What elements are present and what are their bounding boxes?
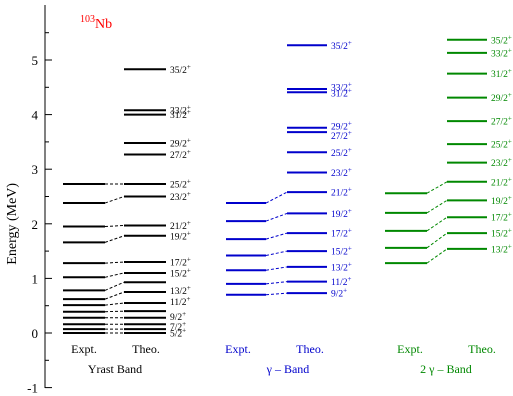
spin-label: 25/2+ (331, 146, 352, 159)
spin-label: 11/2+ (331, 275, 352, 288)
spin-label: 19/2+ (331, 207, 352, 220)
spin-label: 21/2+ (331, 186, 352, 199)
level-connector (104, 196, 125, 204)
spin-label: 33/2+ (331, 80, 352, 93)
level-connector (104, 261, 125, 264)
level-connector (265, 191, 288, 204)
y-tick-label: 2 (32, 217, 39, 232)
twogamma-expt-label: Expt. (397, 342, 423, 356)
spin-label: 35/2+ (170, 63, 191, 76)
spin-label: 33/2+ (491, 46, 512, 59)
level-connector (104, 291, 125, 300)
twogamma-band-label: 2 γ – Band (420, 362, 472, 376)
spin-label: 19/2+ (491, 194, 512, 207)
level-connector (104, 272, 125, 278)
spin-label: 17/2+ (491, 211, 512, 224)
spin-label: 21/2+ (491, 175, 512, 188)
level-connector (265, 232, 288, 240)
spin-label: 35/2+ (491, 33, 512, 46)
yrast-expt-label: Expt. (71, 342, 97, 356)
spin-label: 29/2+ (491, 91, 512, 104)
spin-label: 27/2+ (491, 115, 512, 128)
nucleus-mass: 103 (80, 14, 95, 25)
nucleus-symbol: Nb (95, 17, 112, 32)
level-connector (426, 181, 448, 194)
y-axis: -1 0 1 2 3 4 5 Energy (MeV) (5, 5, 52, 396)
y-tick-label: 0 (32, 326, 39, 341)
level-connector (426, 199, 448, 214)
spin-label: 23/2+ (170, 190, 191, 203)
column-labels: Expt. Theo. Yrast Band Expt. Theo. γ – B… (71, 342, 496, 376)
gamma-theo-label: Theo. (296, 342, 324, 356)
spin-label: 9/2+ (170, 310, 186, 323)
spin-label: 15/2+ (491, 227, 512, 240)
y-tick-label: -1 (27, 381, 38, 396)
level-connector (426, 216, 448, 232)
spin-label: 27/2+ (170, 148, 191, 161)
y-axis-label: Energy (MeV) (5, 183, 20, 265)
spin-label: 21/2+ (170, 219, 191, 232)
spin-label: 25/2+ (170, 177, 191, 190)
level-connector (104, 224, 125, 228)
yrast-band: 5/2+7/2+9/2+ 11/2+13/2+ 15/2+17/2+ 19/2+21/… (63, 63, 191, 340)
level-connector (265, 281, 288, 285)
spin-label: 31/2+ (491, 67, 512, 80)
yrast-theo-label: Theo. (132, 342, 160, 356)
spin-label: 9/2+ (331, 287, 347, 300)
twogamma-theo-label: Theo. (468, 342, 496, 356)
gamma-band: 9/2+11/2+ 13/2+ 15/2+ 17/2+ 19/2+ 21/2+ 23/2+ 2… (226, 39, 352, 300)
spin-label: 13/2+ (331, 260, 352, 273)
gamma-band-label: γ – Band (266, 362, 310, 376)
spin-label: 27/2+ (331, 129, 352, 142)
level-connector (104, 310, 125, 313)
y-tick-label: 5 (32, 53, 39, 68)
spin-label: 13/2+ (170, 284, 191, 297)
level-connector (426, 232, 448, 249)
spin-label: 25/2+ (491, 138, 512, 151)
level-connector (104, 302, 125, 306)
spin-label: 23/2+ (491, 156, 512, 169)
y-tick-label: 1 (32, 271, 39, 286)
y-tick-label: 3 (32, 162, 39, 177)
y-tick-label: 4 (32, 108, 39, 123)
spin-label: 15/2+ (331, 245, 352, 258)
level-connector (265, 212, 288, 222)
spin-label: 29/2+ (170, 136, 191, 149)
spin-label: 7/2+ (170, 320, 186, 333)
nucleus-label: 103Nb (80, 14, 112, 32)
level-connector (265, 266, 288, 271)
spin-label: 11/2+ (170, 295, 191, 308)
spin-label: 35/2+ (331, 39, 352, 52)
spin-label: 17/2+ (170, 256, 191, 269)
yrast-band-label: Yrast Band (88, 362, 142, 376)
spin-label: 5/2+ (170, 327, 186, 340)
two-gamma-band: 13/2+ 15/2+ 17/2+ 19/2+ 21/2+ 23/2+ 25/2+ 27/2+… (385, 33, 512, 265)
spin-label: 23/2+ (331, 166, 352, 179)
spin-label: 29/2+ (331, 120, 352, 133)
spin-label: 31/2+ (331, 86, 352, 99)
level-connector (104, 281, 125, 291)
spin-label: 13/2+ (491, 242, 512, 255)
spin-label: 17/2+ (331, 227, 352, 240)
spin-label: 33/2+ (170, 104, 191, 117)
level-connector (426, 248, 448, 264)
level-connector (265, 292, 288, 296)
spin-label: 31/2+ (170, 108, 191, 121)
spin-label: 19/2+ (170, 229, 191, 242)
level-connector (265, 250, 288, 256)
level-connector (104, 235, 125, 243)
gamma-expt-label: Expt. (225, 342, 251, 356)
spin-label: 15/2+ (170, 266, 191, 279)
